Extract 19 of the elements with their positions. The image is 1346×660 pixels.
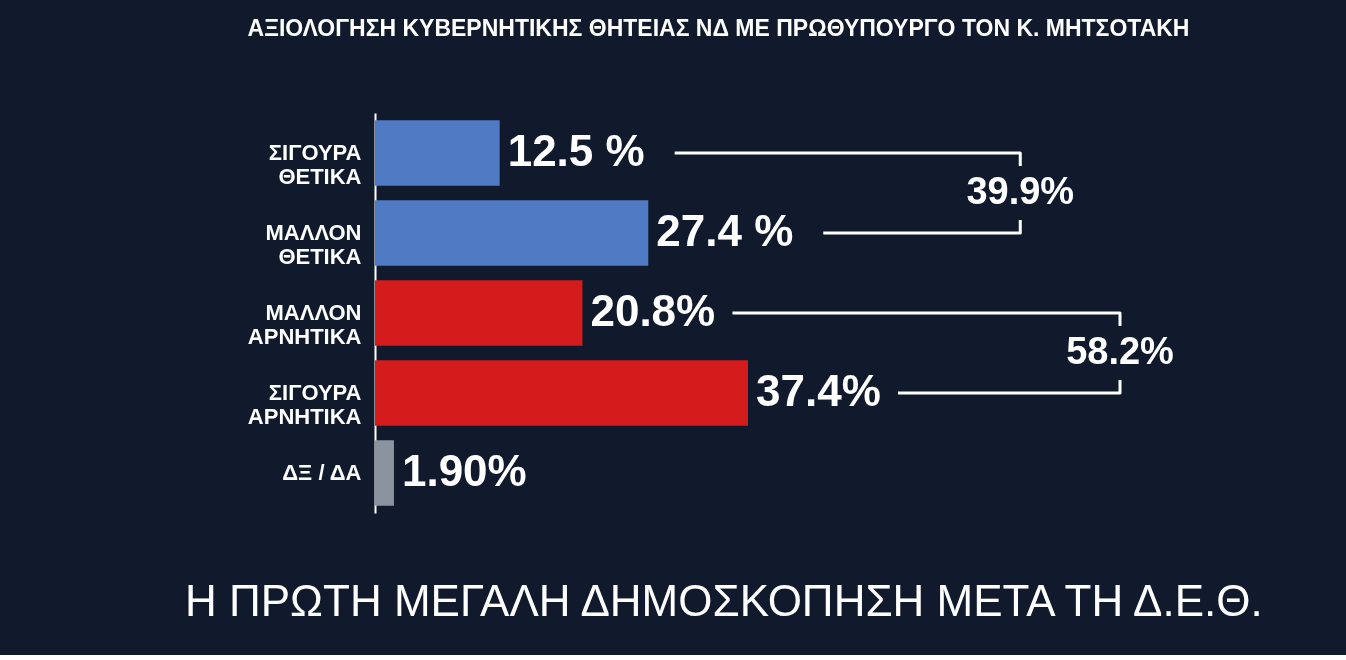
y-tick-label: ΣΙΓΟΥΡΑ ΑΡΝΗΤΙΚΑ — [247, 380, 362, 429]
y-tick-label: ΜΑΛΛΟΝ ΘΕΤΙΚΑ — [265, 220, 362, 269]
bar — [375, 120, 500, 186]
text: Η ΠΡΩΤΗ ΜΕΓΑΛΗ ΔΗΜΟΣΚΟΠΗΣΗ ΜΕΤΑ ΤΗ Δ.Ε.Θ. — [185, 576, 1263, 625]
data-label: 27.4 % — [656, 206, 794, 255]
bar — [375, 200, 649, 266]
data-label: 20.8% — [590, 286, 716, 335]
data-label: 37.4% — [756, 366, 881, 415]
data-label: 1.90% — [401, 446, 527, 495]
y-tick-label: ΣΙΓΟΥΡΑ ΘΕΤΙΚΑ — [268, 140, 362, 189]
data-label: 12.5 % — [507, 126, 645, 175]
chart-title: ΑΞΙΟΛΟΓΗΣΗ ΚΥΒΕΡΝΗΤΙΚΗΣ ΘΗΤΕΙΑΣ ΝΔ ΜΕ ΠΡΩΘΥΠΟΥΡΓΟ ΤΟΝ Κ. ΜΗΤΣΟΤΑΚΗ — [247, 15, 1190, 41]
text: 58.2% — [1066, 330, 1174, 372]
bar — [375, 440, 394, 506]
text: 39.9% — [966, 170, 1075, 212]
bar — [375, 360, 748, 426]
bar — [375, 280, 583, 346]
y-tick-label: ΜΑΛΛΟΝ ΑΡΝΗΤΙΚΑ — [247, 300, 362, 349]
y-tick-label: ΔΞ / ΔΑ — [282, 460, 362, 485]
